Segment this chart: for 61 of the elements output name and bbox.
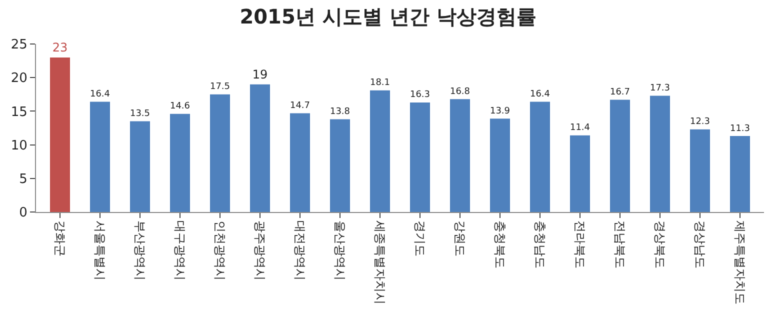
data-label: 14.7 xyxy=(290,100,310,111)
x-tick-label: 강원도 xyxy=(453,220,468,256)
data-label: 12.3 xyxy=(690,117,710,128)
x-tick-label: 대구광역시 xyxy=(173,220,188,280)
data-label: 13.9 xyxy=(490,106,510,116)
y-tick-label: 0 xyxy=(19,206,28,221)
bar xyxy=(650,96,670,212)
data-label: 16.3 xyxy=(410,90,430,100)
bar xyxy=(210,94,230,212)
bar xyxy=(250,84,270,212)
data-label: 16.8 xyxy=(450,86,470,97)
bar xyxy=(490,118,510,212)
data-label: 23 xyxy=(52,40,68,54)
x-tick-label: 충청북도 xyxy=(493,220,508,268)
bar xyxy=(570,135,590,212)
bar xyxy=(690,129,710,212)
bar xyxy=(410,102,430,212)
data-label: 16.4 xyxy=(90,90,110,100)
x-tick-label: 광주광역시 xyxy=(253,220,268,280)
bar xyxy=(170,114,190,212)
x-tick-label: 대전광역시 xyxy=(293,220,308,280)
y-tick-label: 10 xyxy=(10,138,28,154)
x-tick-label: 경상남도 xyxy=(693,220,708,268)
data-label: 16.4 xyxy=(530,90,550,100)
x-tick-label: 전라북도 xyxy=(573,220,588,268)
data-label: 16.7 xyxy=(610,88,630,98)
x-tick-label: 부산광역시 xyxy=(133,220,148,280)
x-tick-label: 제주특별자치도 xyxy=(733,220,748,304)
bar xyxy=(610,100,630,212)
data-label: 14.6 xyxy=(170,102,190,112)
x-tick-label: 울산광역시 xyxy=(333,220,348,280)
bar xyxy=(330,119,350,212)
y-tick-label: 20 xyxy=(10,71,28,86)
x-tick-label: 충청남도 xyxy=(533,220,548,268)
bar xyxy=(730,136,750,212)
bar xyxy=(90,102,110,212)
data-label: 17.5 xyxy=(210,82,230,92)
x-tick-label: 경기도 xyxy=(413,220,428,256)
data-label: 18.1 xyxy=(370,78,390,88)
y-tick-label: 15 xyxy=(10,104,28,120)
bar xyxy=(450,99,470,212)
bar xyxy=(290,113,310,212)
data-label: 19 xyxy=(252,67,268,82)
x-tick-label: 서울특별시 xyxy=(93,220,108,280)
chart-title: 2015년 시도별 년간 낙상경험률 xyxy=(240,4,536,29)
x-tick-label: 인천광역시 xyxy=(213,220,228,280)
y-tick-label: 25 xyxy=(10,38,28,53)
bar xyxy=(370,90,390,212)
bar xyxy=(50,57,70,212)
data-label: 17.3 xyxy=(650,83,670,94)
data-label: 11.3 xyxy=(730,124,750,134)
data-label: 13.8 xyxy=(330,107,350,118)
x-tick-label: 전남북도 xyxy=(613,220,628,268)
x-tick-label: 경상북도 xyxy=(653,220,668,268)
x-tick-label: 강화군 xyxy=(53,220,68,256)
data-label: 13.5 xyxy=(130,109,150,120)
bar xyxy=(130,121,150,212)
data-label: 11.4 xyxy=(570,123,590,134)
x-tick-label: 세종특별자치시 xyxy=(373,220,388,304)
bar xyxy=(530,102,550,212)
y-tick-label: 5 xyxy=(19,172,28,187)
